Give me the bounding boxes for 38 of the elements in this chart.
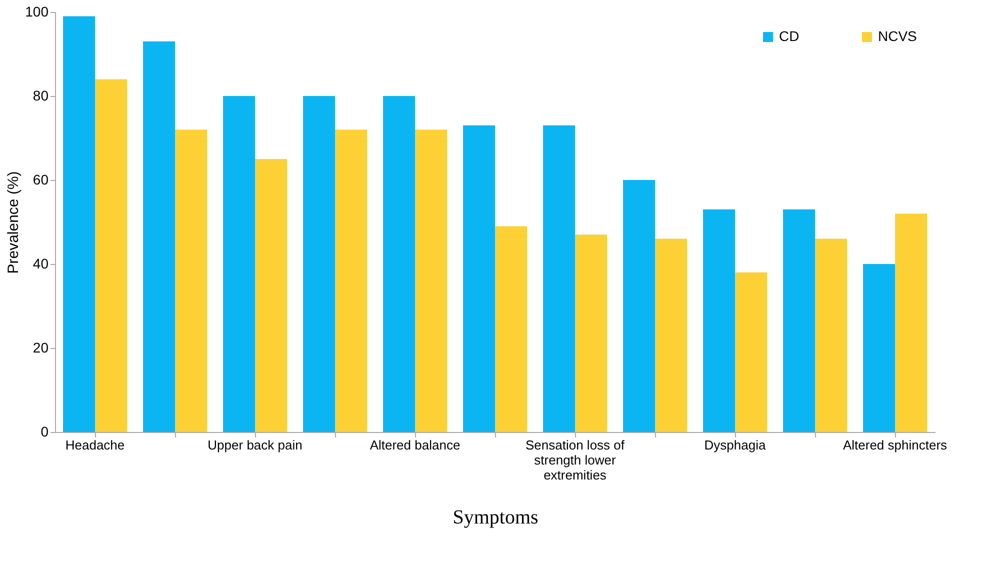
y-axis-title: Prevalence (%) [5, 171, 22, 274]
bar [735, 272, 767, 432]
legend-label: CD [779, 28, 800, 44]
bar [463, 125, 495, 432]
x-tick-label: Sensation loss of strength lower extremities [525, 438, 625, 482]
x-tick-label: Altered sphincters [842, 438, 948, 452]
bar [895, 214, 927, 432]
bar [815, 238, 847, 432]
bar [655, 238, 687, 432]
bar [623, 180, 655, 432]
x-tick-label: Upper back pain [208, 438, 302, 452]
bar [63, 16, 95, 432]
y-tick-label: 20 [32, 340, 49, 356]
x-tick-label: Headache [65, 438, 125, 452]
bar [335, 130, 367, 432]
bar [95, 79, 127, 432]
bar [415, 130, 447, 432]
bar [223, 96, 255, 432]
legend-label: NCVS [878, 28, 917, 44]
y-tick-label: 60 [32, 172, 49, 188]
y-tick-label: 80 [32, 88, 49, 104]
y-tick-label: 100 [25, 4, 49, 20]
bar [255, 159, 287, 432]
bar [383, 96, 415, 432]
bar [543, 125, 575, 432]
bar [143, 41, 175, 432]
bar [303, 96, 335, 432]
bar [863, 264, 895, 432]
bar [175, 130, 207, 432]
bar [783, 209, 815, 432]
x-axis-title: Symptoms [452, 506, 539, 528]
y-tick-label: 0 [40, 424, 49, 440]
x-tick-label: Dysphagia [704, 438, 766, 452]
x-tick-label: Altered balance [370, 438, 460, 452]
bar [575, 234, 607, 432]
y-tick-label: 40 [32, 256, 49, 272]
bar [495, 226, 527, 432]
bar [703, 209, 735, 432]
